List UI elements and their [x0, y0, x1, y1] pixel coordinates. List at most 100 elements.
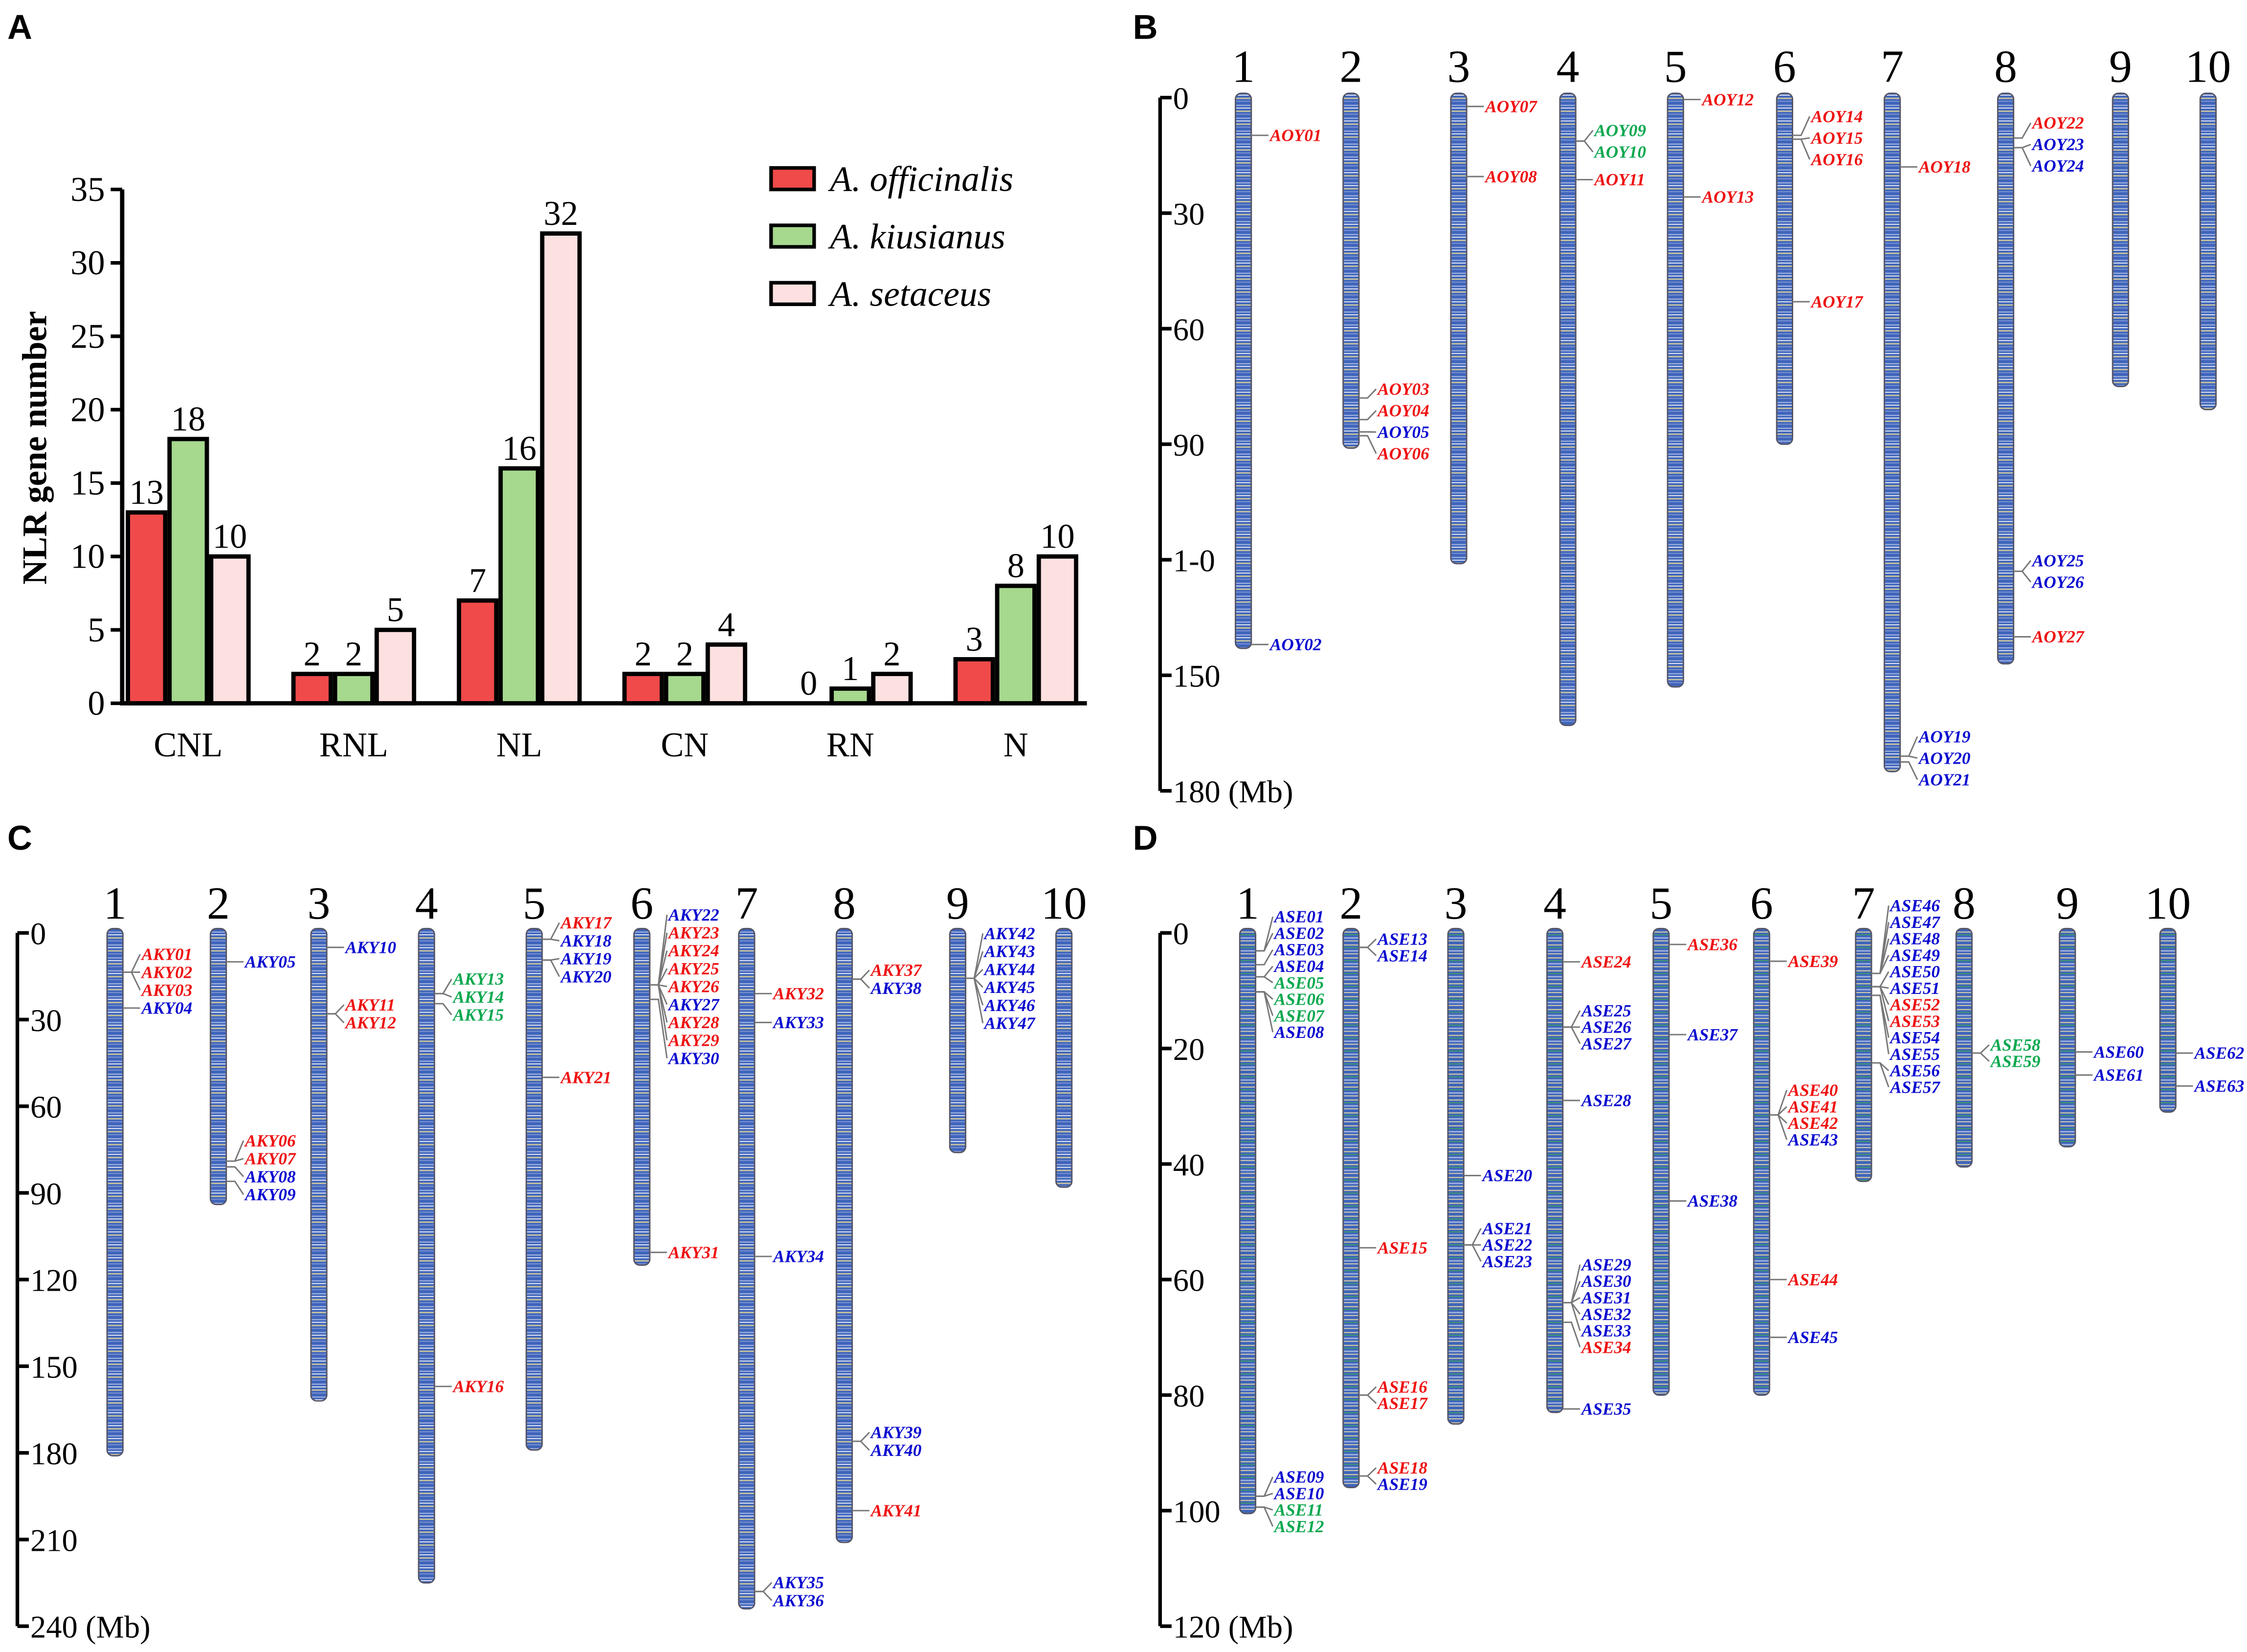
gene-label: ASE37: [1687, 1025, 1738, 1044]
gene-label: ASE40: [1787, 1081, 1838, 1100]
gene-label: ASE60: [2093, 1042, 2144, 1061]
gene-label: AOY18: [1918, 157, 1971, 176]
gene-label: AKY26: [667, 977, 719, 996]
bar: [664, 672, 706, 705]
chromosome-bar: [1235, 92, 1252, 649]
gene-label: AOY03: [1377, 379, 1429, 398]
gene-label: ASE58: [1990, 1035, 2041, 1055]
gene-leader-line: [1576, 140, 1594, 153]
gene-label: ASE34: [1580, 1338, 1631, 1357]
gene-label: AOY08: [1484, 167, 1537, 186]
gene-label: AKY31: [667, 1243, 719, 1262]
gene-leader-line: [1562, 1322, 1581, 1348]
bar: [167, 437, 209, 705]
bar: [374, 627, 417, 705]
scale-tick-label: 180 (Mb): [1173, 774, 1293, 810]
gene-label: ASE12: [1273, 1517, 1324, 1536]
chromosome-bar: [2112, 92, 2129, 387]
chromosome-bar: [1652, 927, 1670, 1396]
gene-leader-line: [1255, 949, 1274, 966]
chromosome-number: 4: [415, 878, 438, 929]
gene-leader-line: [1255, 991, 1274, 1016]
bar-value-label: 8: [1007, 547, 1024, 585]
gene-label: AKY11: [344, 995, 395, 1014]
y-tick-label: 15: [70, 464, 105, 503]
gene-label: ASE38: [1687, 1191, 1737, 1211]
bar-value-label: 2: [635, 635, 652, 673]
gene-leader-line: [2013, 122, 2032, 139]
gene-label: AKY42: [983, 924, 1035, 943]
gene-leader-line: [1255, 1493, 1273, 1497]
chromosome-number: 8: [1953, 878, 1976, 929]
chromosome-bar: [209, 927, 227, 1206]
chromosome-bar: [1450, 92, 1468, 565]
chromosome-number: 2: [1339, 878, 1362, 929]
scale-tick-label: 210: [30, 1522, 78, 1558]
gene-label: ASE33: [1580, 1322, 1631, 1341]
bar-value-label: 2: [345, 635, 362, 673]
gene-label: ASE57: [1889, 1078, 1940, 1097]
gene-leader-line: [226, 1180, 245, 1195]
gene-leader-line: [1871, 994, 1890, 1055]
gene-label: ASE48: [1889, 929, 1940, 948]
gene-leader-line: [1358, 388, 1377, 399]
gene-label: AKY07: [244, 1149, 296, 1168]
gene-label: ASE59: [1990, 1052, 2041, 1071]
bar: [291, 672, 333, 705]
gene-label: AKY22: [667, 905, 719, 925]
gene-label: AOY09: [1593, 121, 1646, 140]
gene-label: ASE10: [1273, 1484, 1324, 1503]
gene-leader-line: [123, 954, 141, 973]
gene-label: ASE42: [1787, 1114, 1838, 1133]
gene-label: AOY16: [1810, 150, 1863, 169]
scale-tick-label: 150: [30, 1349, 78, 1385]
x-tick-label: N: [1003, 726, 1028, 764]
bar: [1036, 554, 1079, 705]
gene-label: AOY13: [1701, 188, 1754, 207]
x-tick-label: CNL: [154, 726, 222, 764]
gene-label: AKY05: [244, 952, 296, 971]
legend-label: A. kiusianus: [827, 217, 1005, 256]
bar: [540, 231, 582, 705]
chromosome-number: 6: [1773, 41, 1796, 92]
panel-letter-c: C: [7, 818, 32, 857]
scale-tick-label: 80: [1173, 1378, 1205, 1413]
gene-leader-line: [1255, 966, 1273, 978]
scale-tick-label: 150: [1173, 659, 1221, 694]
gene-label: AOY19: [1918, 727, 1971, 746]
chromosome-number: 7: [1881, 41, 1904, 92]
gene-label: AOY17: [1810, 292, 1864, 311]
gene-label: ASE01: [1273, 907, 1324, 926]
gene-label: ASE25: [1580, 1001, 1631, 1020]
gene-leader-line: [1358, 1467, 1377, 1477]
chromosome-number: 3: [308, 878, 331, 929]
x-tick-label: RN: [826, 726, 874, 764]
gene-label: ASE50: [1889, 962, 1940, 981]
gene-leader-line: [1255, 1506, 1274, 1527]
gene-label: AOY07: [1484, 97, 1537, 116]
scale-tick-label: 60: [1173, 312, 1205, 347]
gene-label: ASE27: [1580, 1034, 1632, 1053]
bar-value-label: 10: [213, 518, 247, 556]
bar-value-label: 7: [469, 562, 486, 600]
gene-label: AKY25: [667, 959, 719, 978]
gene-label: ASE02: [1273, 924, 1324, 943]
bar: [457, 598, 499, 705]
chromosome-number: 1: [1236, 878, 1259, 929]
bar-value-label: 1: [842, 650, 859, 688]
gene-label: AKY41: [870, 1501, 922, 1520]
chromosome-number: 3: [1445, 878, 1468, 929]
gene-label: ASE44: [1787, 1270, 1838, 1289]
gene-label: AKY36: [772, 1591, 824, 1610]
gene-label: ASE62: [2194, 1044, 2245, 1063]
gene-leader-line: [1871, 1062, 1890, 1088]
gene-label: AOY01: [1269, 126, 1322, 145]
chromosome-number: 10: [2145, 878, 2191, 929]
gene-leader-line: [1792, 138, 1811, 160]
gene-label: AKY37: [870, 961, 922, 980]
gene-leader-line: [434, 992, 452, 998]
bar: [953, 657, 995, 705]
gene-label: AKY09: [244, 1185, 296, 1204]
gene-label: ASE46: [1889, 896, 1940, 915]
